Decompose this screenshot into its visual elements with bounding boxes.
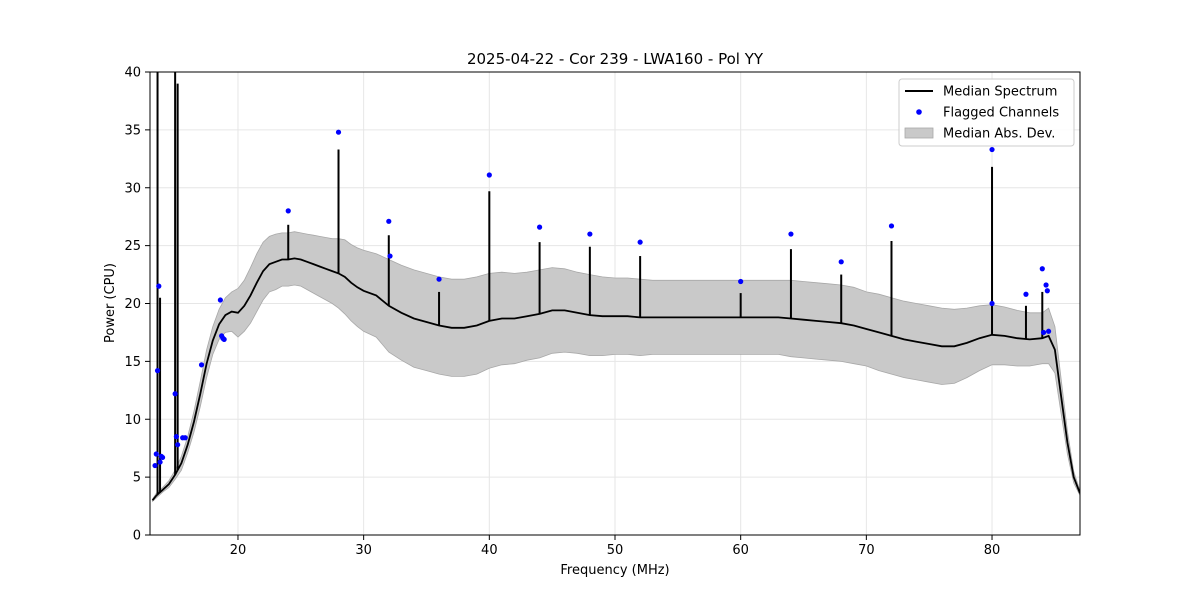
x-tick-label: 30 — [355, 543, 372, 558]
flagged-point — [838, 259, 844, 265]
flagged-point — [1045, 328, 1052, 334]
y-tick-label: 25 — [124, 239, 141, 254]
flagged-point — [888, 223, 895, 229]
x-tick-label: 40 — [481, 543, 498, 558]
flagged-point — [173, 434, 179, 440]
x-tick-label: 50 — [607, 543, 624, 558]
flagged-point — [285, 208, 291, 214]
x-tick-label: 60 — [732, 543, 749, 558]
x-tick-label: 20 — [230, 543, 247, 558]
y-tick-label: 40 — [124, 66, 141, 81]
flagged-point — [788, 231, 794, 237]
x-axis-label: Frequency (MHz) — [560, 563, 669, 578]
y-tick-label: 15 — [124, 355, 141, 370]
flagged-point — [172, 391, 178, 397]
flagged-point — [436, 276, 442, 282]
flagged-point — [221, 336, 227, 342]
legend-label: Flagged Channels — [943, 106, 1059, 121]
flagged-point — [182, 435, 188, 441]
flagged-point — [157, 459, 163, 465]
flagged-point — [1040, 329, 1047, 336]
flagged-point — [153, 451, 159, 457]
flagged-point — [1044, 288, 1050, 294]
y-tick-label: 5 — [133, 471, 141, 486]
flagged-point — [1043, 282, 1049, 288]
flagged-point — [587, 231, 593, 237]
flagged-point — [387, 253, 393, 259]
flagged-point — [637, 239, 643, 245]
flagged-point — [198, 362, 205, 368]
legend-band-swatch — [904, 127, 934, 139]
flagged-point — [989, 146, 995, 153]
mad-band — [152, 231, 1080, 503]
y-tick-label: 0 — [133, 529, 141, 544]
y-tick-label: 10 — [124, 413, 141, 428]
flagged-point — [989, 300, 995, 307]
flagged-point — [217, 297, 223, 303]
x-tick-label: 70 — [858, 543, 875, 558]
median-spectrum-line — [151, 257, 1080, 501]
flagged-point — [154, 368, 161, 374]
axes: 20 30 40 50 60 70 80 0 5 10 15 20 25 30 35 40 — [124, 66, 1081, 558]
plot-area — [151, 72, 1080, 503]
legend: Median Spectrum Flagged Channels Median Ab… — [898, 78, 1075, 147]
y-tick-label: 30 — [124, 181, 141, 196]
flagged-point — [386, 218, 392, 224]
flagged-point — [175, 442, 181, 448]
flagged-point — [159, 454, 166, 461]
legend-label: Median Abs. Dev. — [943, 127, 1055, 142]
flagged-point — [1023, 291, 1029, 297]
y-axis-label: Power (CPU) — [103, 263, 118, 343]
y-tick-label: 20 — [124, 297, 141, 312]
flagged-point — [152, 462, 158, 469]
flagged-point — [156, 283, 162, 289]
legend-label: Median Spectrum — [943, 85, 1057, 100]
flagged-point — [1039, 266, 1045, 272]
flagged-point — [486, 172, 492, 178]
flagged-point — [536, 224, 543, 230]
legend-box — [898, 78, 1075, 147]
legend-dot-swatch — [916, 109, 922, 115]
x-tick-label: 80 — [984, 543, 1001, 558]
flagged-point — [738, 278, 744, 285]
flagged-point — [335, 129, 342, 135]
chart-title: 2025-04-22 - Cor 239 - LWA160 - Pol YY — [467, 50, 764, 68]
y-tick-label: 35 — [124, 123, 141, 138]
